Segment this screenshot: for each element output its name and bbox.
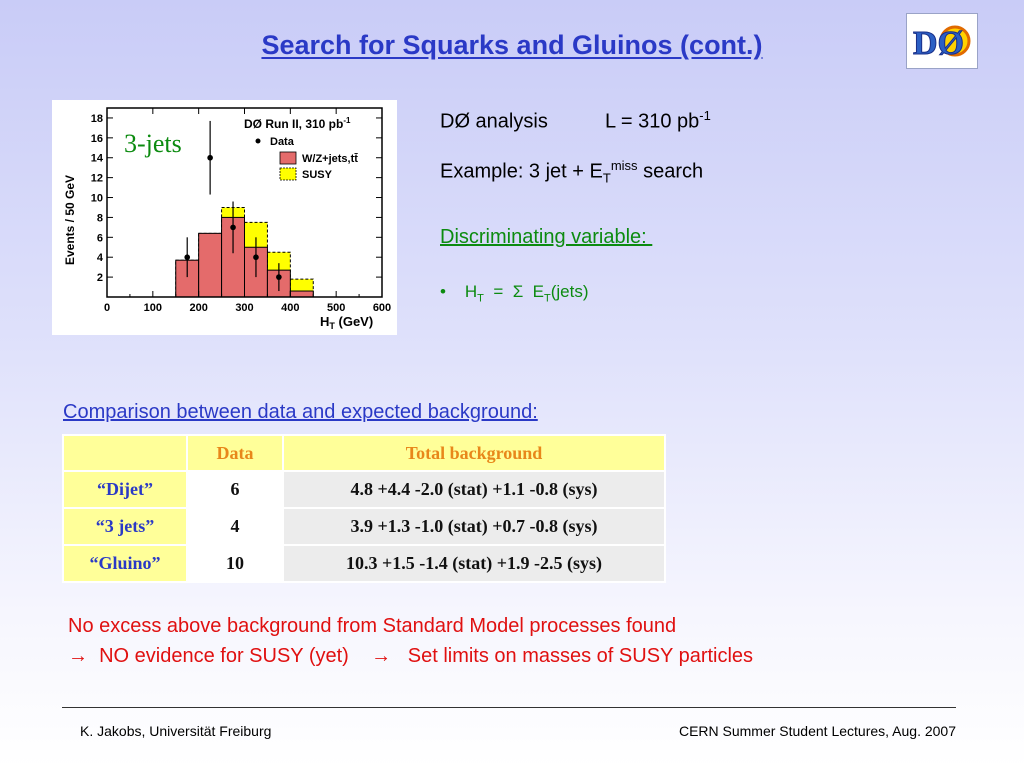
slide-title: Search for Squarks and Gluinos (cont.) bbox=[261, 30, 763, 60]
data-point bbox=[207, 154, 213, 161]
plot-annotation: 3-jets bbox=[124, 129, 182, 158]
y-tick-label: 12 bbox=[91, 173, 103, 185]
example-sub: T bbox=[602, 170, 611, 186]
y-axis-label: Events / 50 GeV bbox=[63, 175, 77, 265]
y-tick-label: 14 bbox=[91, 153, 104, 165]
data-point bbox=[230, 224, 236, 231]
ht-tail: (jets) bbox=[550, 282, 589, 301]
row-label: “3 jets” bbox=[62, 507, 188, 546]
ht-histogram: 0 100 200 300 400 500 600 2 4 6 8 10 12 14 16 18 3-jets… bbox=[52, 100, 397, 335]
table-header-background: Total background bbox=[282, 434, 666, 472]
y-tick-label: 18 bbox=[91, 113, 103, 125]
row-data: 4 bbox=[186, 507, 284, 546]
data-point bbox=[276, 274, 282, 280]
x-tick-label: 0 bbox=[104, 302, 110, 314]
x-tick-label: 200 bbox=[189, 302, 207, 314]
legend-wz: W/Z+jets,tt̄ bbox=[302, 153, 358, 165]
legend-susy: SUSY bbox=[302, 169, 333, 181]
example-line: Example: 3 jet + ETmiss search bbox=[440, 158, 703, 186]
dzero-logo: DØ bbox=[906, 13, 978, 69]
row-background: 10.3 +1.5 -1.4 (stat) +1.9 -2.5 (sys) bbox=[282, 544, 666, 583]
y-tick-label: 10 bbox=[91, 193, 103, 205]
x-tick-label: 600 bbox=[373, 302, 391, 314]
ht-equation: = Σ E bbox=[483, 282, 544, 301]
table-row: “Dijet” 6 4.8 +4.4 -2.0 (stat) +1.1 -0.8… bbox=[62, 470, 666, 509]
table-header-empty bbox=[62, 434, 188, 472]
y-tick-label: 6 bbox=[97, 232, 103, 244]
conclusion-line-2: → NO evidence for SUSY (yet) → Set limit… bbox=[68, 645, 754, 667]
x-tick-label: 100 bbox=[144, 302, 162, 314]
wz-bar bbox=[198, 232, 223, 298]
footer-author: K. Jakobs, Universität Freiburg bbox=[80, 723, 272, 739]
y-tick-label: 2 bbox=[97, 272, 103, 284]
x-axis-label: HT (GeV) bbox=[320, 314, 373, 331]
footer-divider bbox=[62, 707, 956, 708]
ht-symbol: H bbox=[464, 282, 478, 301]
x-tick-label: 500 bbox=[327, 302, 345, 314]
x-tick-label: 300 bbox=[235, 302, 253, 314]
ht-sub: T bbox=[477, 292, 484, 305]
ht-bullet: • HT = Σ ET(jets) bbox=[440, 282, 589, 304]
example-tail: search bbox=[637, 160, 704, 183]
table-row: “Gluino” 10 10.3 +1.5 -1.4 (stat) +1.9 -… bbox=[62, 544, 666, 583]
conclusion-line-1: No excess above background from Standard… bbox=[68, 615, 677, 637]
example-text: Example: 3 jet + E bbox=[440, 160, 603, 183]
example-sup: miss bbox=[610, 158, 638, 173]
discriminating-variable-heading: Discriminating variable: bbox=[440, 226, 653, 248]
legend-wz-swatch bbox=[279, 151, 297, 165]
table-header-data: Data bbox=[186, 434, 284, 472]
table-header-row: Data Total background bbox=[62, 434, 666, 472]
row-label: “Dijet” bbox=[62, 470, 188, 509]
x-tick-label: 400 bbox=[281, 302, 299, 314]
legend-data-marker bbox=[255, 138, 261, 144]
plot-header: DØ Run II, 310 pb-1 bbox=[244, 116, 351, 131]
footer-event: CERN Summer Student Lectures, Aug. 2007 bbox=[678, 723, 956, 739]
y-tick-label: 8 bbox=[97, 212, 103, 224]
bullet-marker: • bbox=[440, 282, 446, 301]
legend-data: Data bbox=[270, 136, 295, 148]
luminosity: L = 310 pb bbox=[604, 110, 700, 133]
row-label: “Gluino” bbox=[62, 544, 188, 583]
wz-bar bbox=[289, 290, 314, 298]
data-point bbox=[253, 254, 259, 261]
logo-text: DØ bbox=[913, 25, 964, 62]
analysis-line: DØ analysis L = 310 pb-1 bbox=[440, 108, 711, 134]
et-sub: T bbox=[544, 292, 551, 305]
row-data: 10 bbox=[186, 544, 284, 583]
table-row: “3 jets” 4 3.9 +1.3 -1.0 (stat) +0.7 -0.… bbox=[62, 507, 666, 546]
legend-susy-swatch bbox=[279, 167, 297, 181]
comparison-title: Comparison between data and expected bac… bbox=[63, 401, 538, 423]
row-data: 6 bbox=[186, 470, 284, 509]
data-point bbox=[184, 254, 191, 261]
row-background: 4.8 +4.4 -2.0 (stat) +1.1 -0.8 (sys) bbox=[282, 470, 666, 509]
results-table: Data Total background “Dijet” 6 4.8 +4.4… bbox=[62, 434, 666, 583]
y-tick-label: 4 bbox=[97, 252, 104, 264]
luminosity-sup: -1 bbox=[699, 108, 711, 123]
analysis-name: DØ analysis bbox=[440, 110, 548, 133]
row-background: 3.9 +1.3 -1.0 (stat) +0.7 -0.8 (sys) bbox=[282, 507, 666, 546]
y-tick-label: 16 bbox=[91, 133, 103, 145]
